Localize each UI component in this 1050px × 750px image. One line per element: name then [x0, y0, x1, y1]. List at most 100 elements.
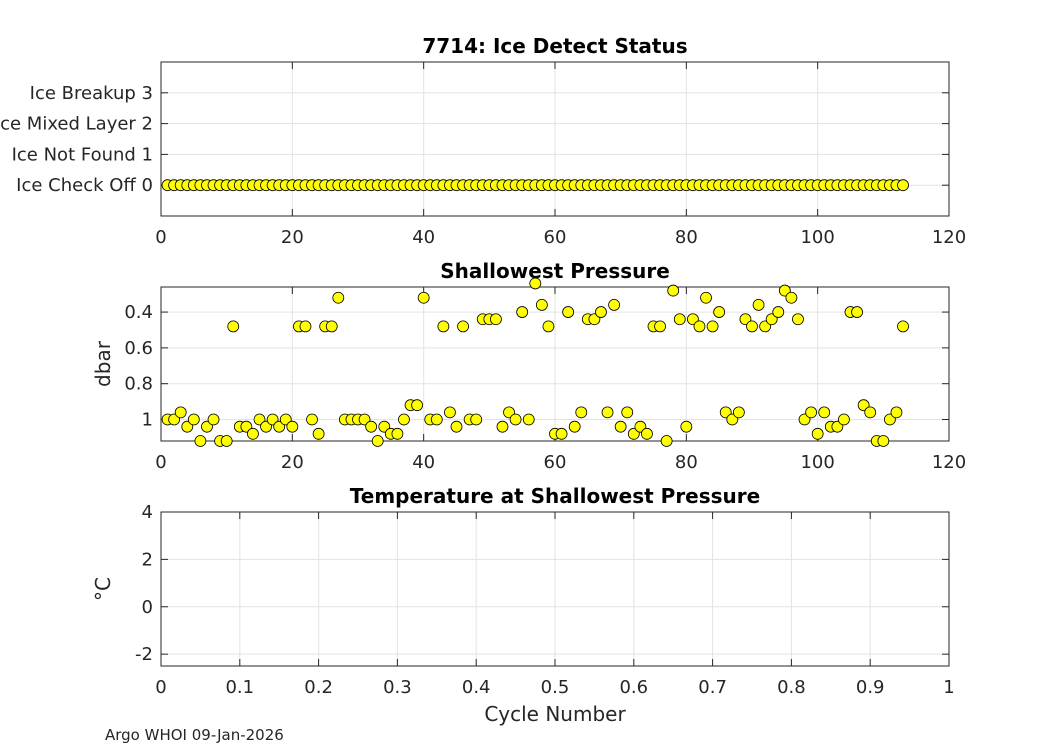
chart1-xtick-label-5: 100: [800, 227, 834, 248]
chart2-point-44: [450, 420, 463, 433]
chart2-point-70: [621, 406, 634, 419]
chart2-point-107: [864, 406, 877, 419]
chart2-xtick-label-6: 120: [932, 452, 966, 473]
chart2-xtick-label-5: 100: [800, 452, 834, 473]
chart1-xtick-label-3: 60: [544, 227, 567, 248]
chart2-point-25: [325, 320, 338, 333]
chart3-axes-frame: [160, 511, 950, 667]
chart3-xtick-label-10: 1: [943, 677, 954, 698]
chart2-ytick-label-0: 0.4: [124, 302, 153, 323]
chart2-point-38: [411, 399, 424, 412]
chart2-point-60: [555, 427, 568, 440]
chart2-xtick-label-1: 20: [281, 452, 304, 473]
chart3-xlabel: Cycle Number: [484, 702, 626, 726]
chart3-ytick-label-3: 4: [142, 502, 153, 523]
chart2-point-51: [496, 420, 509, 433]
chart2-point-63: [575, 406, 588, 419]
chart2-point-50: [489, 313, 502, 326]
chart2-point-26: [332, 291, 345, 304]
chart2-point-78: [673, 313, 686, 326]
chart3-xtick-label-7: 0.7: [698, 677, 727, 698]
chart2-point-47: [470, 413, 483, 426]
chart2-point-39: [417, 291, 430, 304]
chart2-point-2: [174, 406, 187, 419]
chart2-point-87: [732, 406, 745, 419]
chart1-xtick-label-4: 80: [675, 227, 698, 248]
chart3-xtick-label-2: 0.2: [304, 677, 333, 698]
chart2-point-76: [660, 435, 673, 447]
chart2-point-45: [457, 320, 469, 333]
chart2-point-32: [371, 435, 384, 447]
chart2-axes-frame: [160, 286, 950, 442]
chart3-ylabel: °C: [91, 577, 115, 601]
chart2-point-93: [772, 306, 785, 318]
chart1-xtick-label-1: 20: [281, 227, 304, 248]
chart3-ytick-label-0: -2: [135, 644, 153, 665]
chart2-point-5: [194, 435, 207, 447]
chart2-point-66: [595, 306, 607, 318]
chart2-title: Shallowest Pressure: [440, 259, 670, 283]
chart2-point-36: [398, 413, 410, 426]
chart1-axes-frame: [160, 61, 950, 217]
chart2-point-73: [641, 427, 653, 440]
chart3-xtick-label-1: 0.1: [225, 677, 254, 698]
chart2-point-67: [601, 406, 614, 419]
chart2-point-68: [608, 299, 620, 311]
chart2-point-54: [516, 306, 529, 318]
chart3-xtick-label-4: 0.4: [462, 677, 491, 698]
chart2-point-105: [851, 306, 863, 318]
chart2-point-61: [562, 306, 575, 318]
chart2-point-83: [706, 320, 719, 333]
chart2-ytick-label-3: 1: [142, 410, 153, 431]
chart2-point-7: [207, 413, 220, 426]
chart1-ytick-label-1: Ice Not Found 1: [12, 144, 153, 165]
chart2-point-58: [542, 320, 555, 333]
chart2-point-75: [654, 320, 666, 333]
chart2-ytick-label-1: 0.6: [124, 338, 153, 359]
chart2-point-62: [568, 420, 581, 433]
chart1-point-112: [897, 179, 909, 192]
chart2-point-111: [890, 406, 903, 419]
chart2-ytick-label-2: 0.8: [124, 374, 153, 395]
chart1-ytick-label-2: Ice Mixed Layer 2: [0, 114, 153, 135]
chart1-xtick-label-0: 0: [155, 227, 166, 248]
chart2-ylabel: dbar: [91, 340, 115, 387]
chart3-xtick-label-0: 0: [155, 677, 166, 698]
chart2-point-41: [430, 413, 443, 426]
chart2-point-19: [286, 420, 299, 433]
chart3-ytick-label-1: 0: [142, 597, 153, 618]
chart2-point-100: [818, 406, 831, 419]
chart3-xtick-label-5: 0.5: [541, 677, 570, 698]
chart2-point-99: [811, 427, 824, 440]
chart1-ytick-label-3: Ice Breakup 3: [30, 83, 153, 104]
chart2-point-103: [838, 413, 850, 426]
chart2-point-55: [522, 413, 535, 426]
chart1-xtick-label-2: 40: [412, 227, 435, 248]
chart3-xtick-label-9: 0.9: [856, 677, 885, 698]
chart2-point-4: [187, 413, 200, 426]
chart2-point-69: [614, 420, 627, 433]
chart3-xtick-label-3: 0.3: [383, 677, 412, 698]
chart2-point-23: [312, 427, 325, 440]
chart2-point-42: [437, 320, 450, 333]
chart2-point-79: [680, 420, 693, 433]
chart2-point-13: [247, 427, 259, 440]
chart2-point-10: [227, 320, 240, 333]
chart2-point-95: [785, 291, 798, 304]
chart2-point-84: [713, 306, 726, 318]
chart2-point-82: [700, 291, 712, 304]
chart3-title: Temperature at Shallowest Pressure: [350, 484, 760, 508]
chart2-point-77: [667, 284, 680, 297]
chart2-point-90: [752, 299, 765, 311]
chart2-point-9: [220, 435, 233, 447]
chart1-title: 7714: Ice Detect Status: [422, 34, 687, 58]
chart2-point-81: [693, 320, 706, 333]
chart3-xtick-label-8: 0.8: [777, 677, 806, 698]
chart2-point-109: [877, 435, 890, 447]
chart2-point-89: [746, 320, 758, 333]
chart2-point-35: [391, 427, 404, 440]
chart3-xtick-label-6: 0.6: [619, 677, 648, 698]
chart1-ytick-label-0: Ice Check Off 0: [16, 175, 153, 196]
chart2-point-22: [306, 413, 318, 426]
